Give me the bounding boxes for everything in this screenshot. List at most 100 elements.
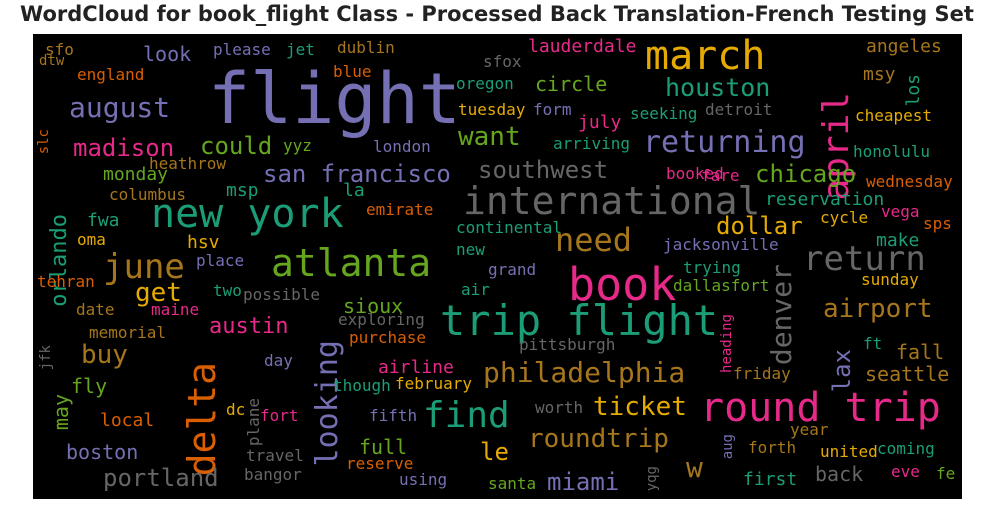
word-jet: jet [286,40,315,59]
word-july: july [578,112,622,133]
word-local: local [100,410,155,431]
word-seattle: seattle [865,362,950,386]
word-vega: vega [881,202,920,221]
word-dollar: dollar [716,212,803,240]
word-may: may [49,394,73,431]
word-sfox: sfox [483,52,522,71]
word-form: form [533,100,572,119]
word-chicago: chicago [755,160,857,188]
word-hsv: hsv [187,232,220,253]
word-united: united [820,442,878,461]
word-memorial: memorial [89,323,167,342]
word-find: find [423,395,510,436]
word-cloud: flight march april houston lauderdale angeles… [33,34,962,499]
word-need: need [555,221,633,259]
word-yqg: yqg [644,466,660,492]
word-dublin: dublin [337,38,395,57]
word-monday: monday [103,164,169,185]
word-lauderdale: lauderdale [528,36,637,57]
word-miami: miami [547,468,620,496]
word-day: day [264,351,293,370]
word-fwa: fwa [87,210,120,231]
word-booked: booked [666,164,724,183]
word-aug: aug [720,434,736,460]
word-dc: dc [226,400,246,419]
word-august: august [69,91,171,124]
word-la: la [343,180,365,201]
word-msy: msy [863,64,896,85]
word-southwest: southwest [478,156,609,184]
word-travel: travel [246,446,304,465]
word-look: look [143,42,192,66]
word-fall: fall [896,340,945,364]
word-february: february [395,374,473,393]
word-purchase: purchase [349,328,427,347]
word-tehran: tehran [37,272,95,291]
word-ticket: ticket [593,392,687,422]
word-fifth: fifth [369,406,418,425]
word-circle: circle [535,72,608,96]
word-new-york: new york [151,191,344,237]
word-fare: fare [701,166,740,185]
word-angeles: angeles [866,36,942,57]
word-exploring: exploring [338,310,425,329]
word-fort: fort [260,406,299,425]
word-dtw: dtw [39,53,65,69]
word-austin: austin [209,314,289,339]
word-jfk: jfk [38,345,54,371]
word-air: air [461,280,490,299]
word-heading: heading [719,314,735,374]
word-sps: sps [923,214,952,233]
word-delta: delta [180,362,224,477]
word-yyz: yyz [283,136,312,155]
word-first: first [743,469,798,490]
word-fe: fe [936,464,956,483]
word-reserve: reserve [346,454,414,473]
word-using: using [399,470,448,489]
word-return: return [803,239,926,279]
word-plane: plane [244,398,263,447]
word-continental: continental [456,218,562,237]
word-sioux: sioux [343,294,404,318]
word-round-trip: round trip [700,385,941,431]
word-full: full [359,435,408,459]
word-slc: slc [36,129,52,155]
word-please: please [213,40,271,59]
word-trip-flight: trip flight [440,296,719,345]
word-boston: boston [66,440,139,464]
word-could: could [200,132,273,160]
word-grand: grand [488,260,537,279]
word-london: london [373,137,431,156]
word-honolulu: honolulu [853,142,931,161]
word-worth: worth [535,398,584,417]
word-buy: buy [81,340,128,370]
word-dallasfort: dallasfort [673,276,770,295]
word-orlando: orlando [47,214,72,307]
word-ft: ft [863,334,883,353]
word-sfo: sfo [45,40,74,59]
word-flight: flight [208,58,461,140]
word-madison: madison [73,134,175,162]
word-fly: fly [71,374,108,398]
word-columbus: columbus [109,185,187,204]
word-houston: houston [665,73,771,102]
word-want: want [458,122,521,152]
word-blue: blue [333,62,372,81]
word-portland: portland [103,464,219,492]
word-seeking: seeking [630,104,698,123]
word-arriving: arriving [553,134,631,153]
word-cycle: cycle [820,208,869,227]
word-santa: santa [488,474,537,493]
word-get: get [135,278,182,308]
word-wednesday: wednesday [866,172,953,191]
word-two: two [213,281,242,300]
word-tuesday: tuesday [458,100,526,119]
word-emirate: emirate [366,200,434,219]
word-make: make [876,230,920,251]
word-cheapest: cheapest [855,106,933,125]
word-airline: airline [378,357,454,378]
word-eve: eve [891,462,920,481]
word-los: los [903,74,924,107]
word-back: back [815,462,864,486]
word-lax: lax [828,349,856,393]
